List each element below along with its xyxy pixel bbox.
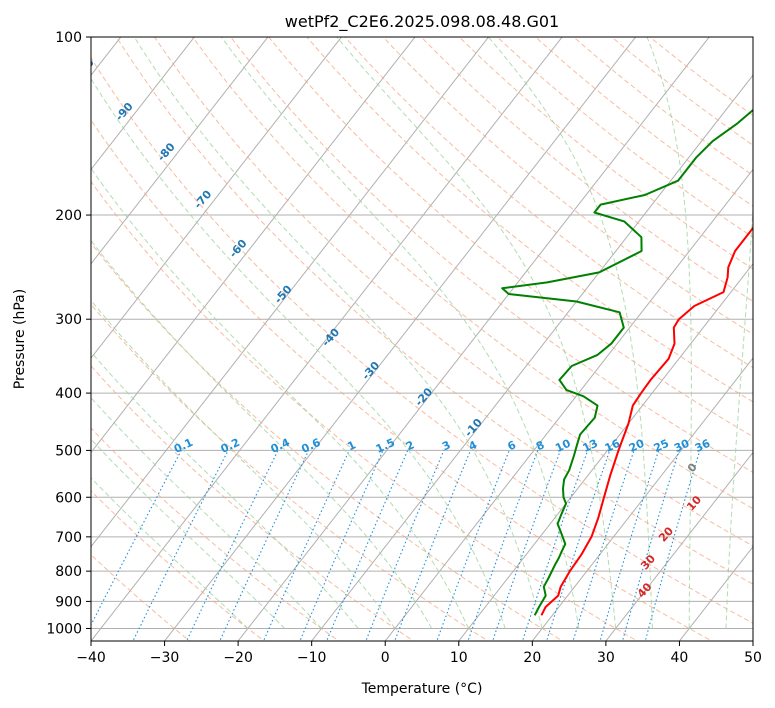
y-tick-label: 200 <box>55 208 82 224</box>
x-tick-label: 0 <box>381 650 390 666</box>
y-tick-label: 700 <box>55 530 82 546</box>
moist-adiabat-line <box>133 37 543 629</box>
moist-adiabat-line <box>725 201 753 629</box>
moist-adiabat-line <box>336 37 617 629</box>
moist-adiabat-line <box>646 37 692 629</box>
mixing-ratio-line <box>436 450 510 641</box>
mixing-ratio-line <box>219 450 310 641</box>
mixing-ratio-line <box>599 450 660 641</box>
dry-adiabat-line <box>91 56 753 624</box>
plot-frame <box>90 36 754 642</box>
temperature-profile-line <box>540 226 753 616</box>
x-axis-title: Temperature (°C) <box>361 681 483 697</box>
isotherm-line <box>91 37 490 548</box>
dry-adiabat-line <box>191 37 753 510</box>
x-tick-label: −40 <box>76 650 106 666</box>
y-tick-label: 300 <box>55 312 82 328</box>
isotherm-line <box>91 37 416 454</box>
mixing-ratio-line <box>91 450 182 627</box>
isotherm-line <box>384 168 753 641</box>
mixing-ratio-label: 10 <box>553 437 573 455</box>
dry-adiabat-line <box>91 242 564 641</box>
dry-adiabat-line <box>382 37 753 335</box>
mixing-ratio-line <box>492 450 561 641</box>
y-tick-label: 600 <box>55 490 82 506</box>
mixing-ratio-label: 30 <box>672 437 692 455</box>
dry-adiabat-line <box>268 37 753 438</box>
x-tick-label: 40 <box>671 650 689 666</box>
y-tick-label: 100 <box>55 30 82 46</box>
chart-title: wetPf2_C2E6.2025.098.08.48.G01 <box>285 12 559 32</box>
mixing-ratio-line <box>644 450 701 641</box>
y-tick-label: 500 <box>55 443 82 459</box>
dry-adiabat-line <box>91 180 639 641</box>
x-tick-label: −10 <box>297 650 327 666</box>
mixing-ratio-line <box>467 450 539 641</box>
mixing-ratio-line <box>365 450 445 641</box>
x-tick-label: −20 <box>223 650 253 666</box>
y-tick-label: 800 <box>55 564 82 580</box>
mixing-ratio-label: 20 <box>627 437 647 455</box>
y-tick-label: 1000 <box>46 621 82 637</box>
dry-adiabat-line <box>230 37 753 474</box>
isotherm-line <box>531 357 753 641</box>
isotherm-line <box>605 451 753 641</box>
x-tick-label: 20 <box>523 650 541 666</box>
moist-adiabat-line <box>91 396 322 629</box>
dry-adiabat-line <box>91 554 191 641</box>
moist-adiabat-line <box>91 299 396 629</box>
dry-adiabat-line <box>344 37 753 369</box>
mixing-ratio-label: 25 <box>652 437 671 455</box>
x-tick-label: 50 <box>744 650 762 666</box>
dry-adiabat-line <box>91 365 415 641</box>
mixing-ratio-line <box>546 450 611 641</box>
y-axis: 100 200 300 400 500 600 700 800 900 1000 <box>46 30 91 637</box>
y-tick-label: 900 <box>55 594 82 610</box>
y-tick-label: 400 <box>55 386 82 402</box>
isotherm-line <box>311 74 753 641</box>
isotherm-line <box>163 37 637 641</box>
moist-adiabat-line <box>220 37 580 629</box>
moist-adiabat-line <box>91 438 286 629</box>
dewpoint-profile-line <box>501 108 753 616</box>
x-tick-label: −30 <box>150 650 180 666</box>
x-axis: −40 −30 −20 −10 0 10 20 30 40 50 <box>76 641 762 666</box>
isotherm-line <box>91 37 195 171</box>
mixing-ratio-line <box>521 450 589 641</box>
isotherm-line <box>237 37 710 641</box>
series-layer <box>501 108 753 616</box>
moist-adiabat-line <box>91 239 433 629</box>
dry-adiabat-line <box>91 490 266 641</box>
dry-adiabat-line <box>153 37 753 547</box>
x-tick-label: 30 <box>597 650 615 666</box>
dry-adiabat-line <box>91 303 489 641</box>
mixing-ratio-label: 13 <box>581 437 600 455</box>
isotherm-line <box>91 37 563 641</box>
mixing-ratio-line <box>394 450 472 641</box>
thermo-lines <box>91 37 753 641</box>
mixing-ratio-line <box>185 450 279 641</box>
isotherm-line <box>91 37 343 359</box>
x-tick-label: 10 <box>450 650 468 666</box>
dry-adiabat-line <box>420 37 753 302</box>
y-axis-title: Pressure (hPa) <box>12 289 28 389</box>
mixing-ratio-line <box>572 450 635 641</box>
moist-adiabat-line <box>91 167 470 629</box>
mixing-ratio-line <box>622 450 680 641</box>
mixing-ratio-line <box>326 450 409 641</box>
moist-adiabat-line <box>487 37 653 629</box>
dry-adiabat-line <box>91 119 713 641</box>
mixing-ratio-label: 36 <box>693 437 713 455</box>
dry-adiabat-line <box>115 37 753 585</box>
